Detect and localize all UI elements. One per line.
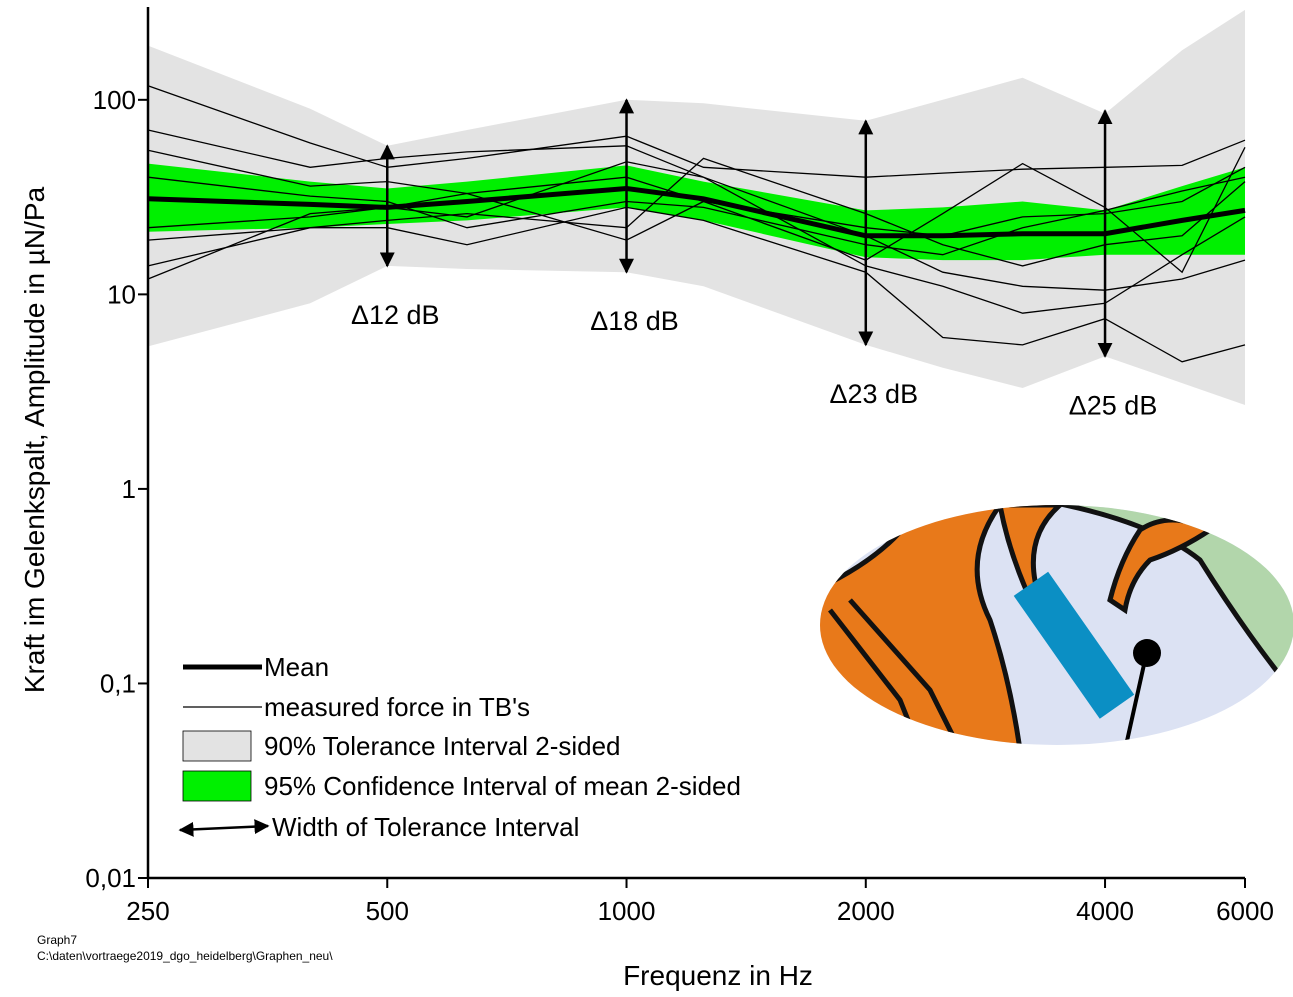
annotation: Δ18 dB (590, 306, 679, 336)
legend-label: 95% Confidence Interval of mean 2-sided (264, 771, 741, 801)
annotation: Δ25 dB (1069, 390, 1158, 420)
mean-line (147, 185, 1246, 239)
x-tick-label: 250 (126, 896, 169, 926)
y-axis-label: Kraft im Gelenkspalt, Amplitude in µN/Pa (19, 186, 50, 693)
x-tick-label: 500 (366, 896, 409, 926)
y-tick-label: 1 (122, 474, 136, 504)
inset-illustration (820, 505, 1293, 745)
x-tick-label: 6000 (1216, 896, 1274, 926)
y-tick-label: 0,1 (100, 668, 136, 698)
measured-line (147, 206, 1246, 363)
legend-swatch (182, 730, 252, 762)
measured-line (147, 129, 1246, 291)
plot-area: Δ12 dB Δ18 dB Δ23 dB Δ25 dB 0,01 0,1 1 10 100 250… (19, 7, 1274, 991)
x-tick-label: 2000 (837, 896, 895, 926)
annotation: Δ23 dB (829, 379, 918, 409)
x-tick-label: 4000 (1076, 896, 1134, 926)
legend: Mean measured force in TB's 90% Tolerance … (178, 652, 741, 842)
legend-swatch (178, 819, 270, 837)
measured-line (147, 157, 1246, 267)
legend-label: Mean (264, 652, 329, 682)
legend-label: 90% Tolerance Interval 2-sided (264, 731, 621, 761)
x-tick-label: 1000 (598, 896, 656, 926)
y-tick-label: 100 (93, 85, 136, 115)
measured-line (147, 149, 1246, 237)
legend-label: measured force in TB's (264, 692, 530, 722)
x-axis-label: Frequenz in Hz (623, 960, 813, 991)
measured-line (147, 85, 1246, 178)
footnote: Graph7 (37, 933, 77, 947)
footnote: C:\daten\vortraege2019_dgo_heidelberg\Gr… (37, 949, 333, 963)
annotation: Δ12 dB (351, 300, 440, 330)
y-tick-label: 10 (107, 279, 136, 309)
legend-label: Width of Tolerance Interval (272, 812, 579, 842)
legend-swatch (182, 770, 252, 802)
measured-line (147, 176, 1246, 256)
y-tick-label: 0,01 (85, 863, 136, 893)
